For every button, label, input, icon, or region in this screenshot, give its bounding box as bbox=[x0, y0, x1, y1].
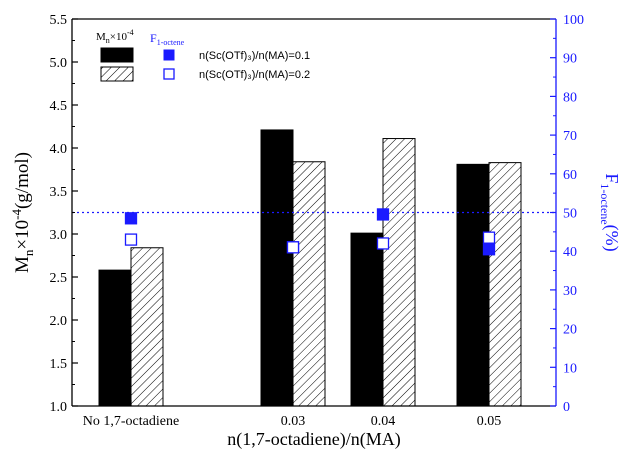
legend-header-f: F1-octene bbox=[150, 31, 185, 47]
bar-series-1 bbox=[456, 163, 490, 407]
legend-swatch-solid bbox=[100, 47, 134, 63]
bar-series-2 bbox=[382, 138, 416, 407]
f1-marker-open bbox=[482, 231, 496, 244]
right-tick-label: 100 bbox=[563, 13, 584, 28]
x-tick-label: 0.04 bbox=[371, 414, 396, 429]
left-y-axis-title: Mn×10-4(g/mol) bbox=[9, 152, 36, 273]
f1-marker-open bbox=[286, 241, 300, 254]
right-tick-label: 60 bbox=[563, 168, 577, 183]
right-tick-label: 70 bbox=[563, 129, 577, 144]
left-tick-label: 2.0 bbox=[50, 314, 68, 329]
legend: Mn×10-4 F1-octene n(Sc(OTf)₃)/n(MA)=0.1 n(S… bbox=[96, 28, 310, 82]
left-tick-label: 1.5 bbox=[50, 357, 68, 372]
left-tick-label: 5.0 bbox=[50, 56, 68, 71]
right-tick-label: 50 bbox=[563, 207, 577, 222]
axes: 1.0 1.5 2.0 2.5 3.0 3.5 4.0 4.5 5.0 5.5 0 10 20 30 40 5… bbox=[50, 13, 585, 429]
right-tick-label: 30 bbox=[563, 284, 577, 299]
right-tick-label: 20 bbox=[563, 323, 577, 338]
right-y-axis-title: F1-octene(%) bbox=[598, 173, 621, 251]
left-tick-label: 2.5 bbox=[50, 271, 68, 286]
right-tick-label: 0 bbox=[563, 400, 570, 415]
x-tick-label: No 1,7-octadiene bbox=[83, 414, 179, 429]
f1-marker-open bbox=[376, 237, 390, 250]
left-tick-label: 5.5 bbox=[50, 13, 68, 28]
right-tick-label: 10 bbox=[563, 361, 577, 376]
left-tick-label: 4.0 bbox=[50, 142, 68, 157]
left-tick-label: 1.0 bbox=[50, 400, 68, 415]
bar-series-2 bbox=[292, 161, 326, 407]
x-tick-label: 0.03 bbox=[281, 414, 306, 429]
left-tick-label: 3.5 bbox=[50, 185, 68, 200]
legend-entry-label: n(Sc(OTf)₃)/n(MA)=0.2 bbox=[199, 69, 310, 81]
right-tick-label: 40 bbox=[563, 245, 577, 260]
legend-header-mn: Mn×10-4 bbox=[96, 28, 134, 45]
legend-marker-filled bbox=[163, 49, 175, 61]
left-tick-label: 3.0 bbox=[50, 228, 68, 243]
f1-marker-filled bbox=[124, 212, 138, 225]
f1-marker-open bbox=[124, 233, 138, 246]
bar-series-1 bbox=[98, 269, 132, 407]
bar-series-1 bbox=[260, 129, 294, 407]
right-tick-label: 90 bbox=[563, 52, 577, 67]
left-tick-label: 4.5 bbox=[50, 99, 68, 114]
axis-titles: n(1,7-octadiene)/n(MA) Mn×10-4(g/mol) F1-o… bbox=[9, 152, 621, 450]
legend-marker-open bbox=[163, 68, 175, 80]
bar-series-2 bbox=[488, 162, 522, 407]
legend-swatch-hatch bbox=[100, 66, 134, 82]
plot-area bbox=[72, 129, 556, 407]
x-axis-title: n(1,7-octadiene)/n(MA) bbox=[227, 429, 400, 450]
f1-marker-filled bbox=[376, 208, 390, 221]
right-tick-label: 80 bbox=[563, 90, 577, 105]
bar-series-2 bbox=[130, 247, 164, 407]
bar-series-1 bbox=[350, 232, 384, 407]
f1-marker-filled bbox=[482, 243, 496, 256]
x-tick-label: 0.05 bbox=[477, 414, 502, 429]
legend-entry-label: n(Sc(OTf)₃)/n(MA)=0.1 bbox=[199, 50, 310, 62]
